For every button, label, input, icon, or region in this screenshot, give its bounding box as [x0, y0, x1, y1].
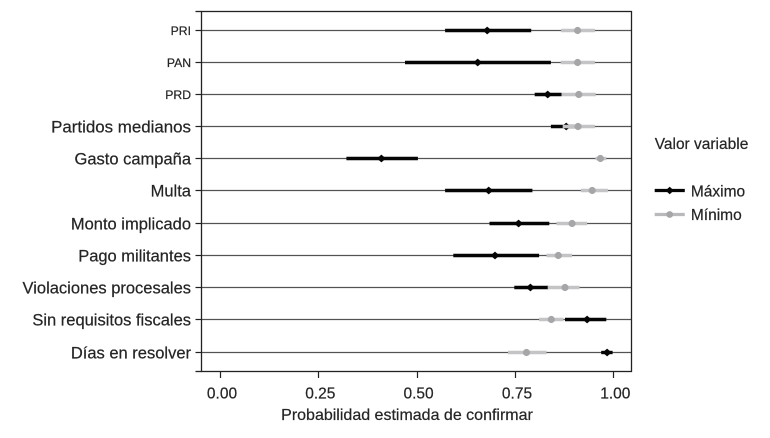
svg-text:Máximo: Máximo — [691, 183, 745, 200]
svg-text:Multa: Multa — [151, 182, 192, 200]
svg-text:Partidos medianos: Partidos medianos — [51, 117, 191, 136]
svg-text:PRI: PRI — [171, 24, 191, 38]
svg-text:Mínimo: Mínimo — [691, 207, 742, 224]
svg-text:Valor variable: Valor variable — [655, 136, 749, 153]
svg-text:0.50: 0.50 — [404, 386, 435, 403]
svg-text:Violaciones procesales: Violaciones procesales — [23, 279, 191, 297]
svg-text:Días en resolver: Días en resolver — [71, 344, 192, 362]
svg-text:1.00: 1.00 — [600, 386, 631, 403]
svg-text:PAN: PAN — [167, 56, 191, 70]
svg-text:Pago militantes: Pago militantes — [78, 247, 191, 265]
svg-text:PRD: PRD — [165, 88, 191, 102]
svg-text:Monto implicado: Monto implicado — [71, 215, 191, 233]
svg-text:0.25: 0.25 — [305, 386, 335, 403]
svg-text:Sin requisitos fiscales: Sin requisitos fiscales — [32, 311, 191, 329]
svg-text:0.75: 0.75 — [502, 386, 532, 403]
svg-text:0.00: 0.00 — [207, 386, 238, 403]
svg-text:Gasto campaña: Gasto campaña — [75, 150, 192, 168]
svg-text:Probabilidad estimada de confi: Probabilidad estimada de confirmar — [281, 407, 533, 424]
